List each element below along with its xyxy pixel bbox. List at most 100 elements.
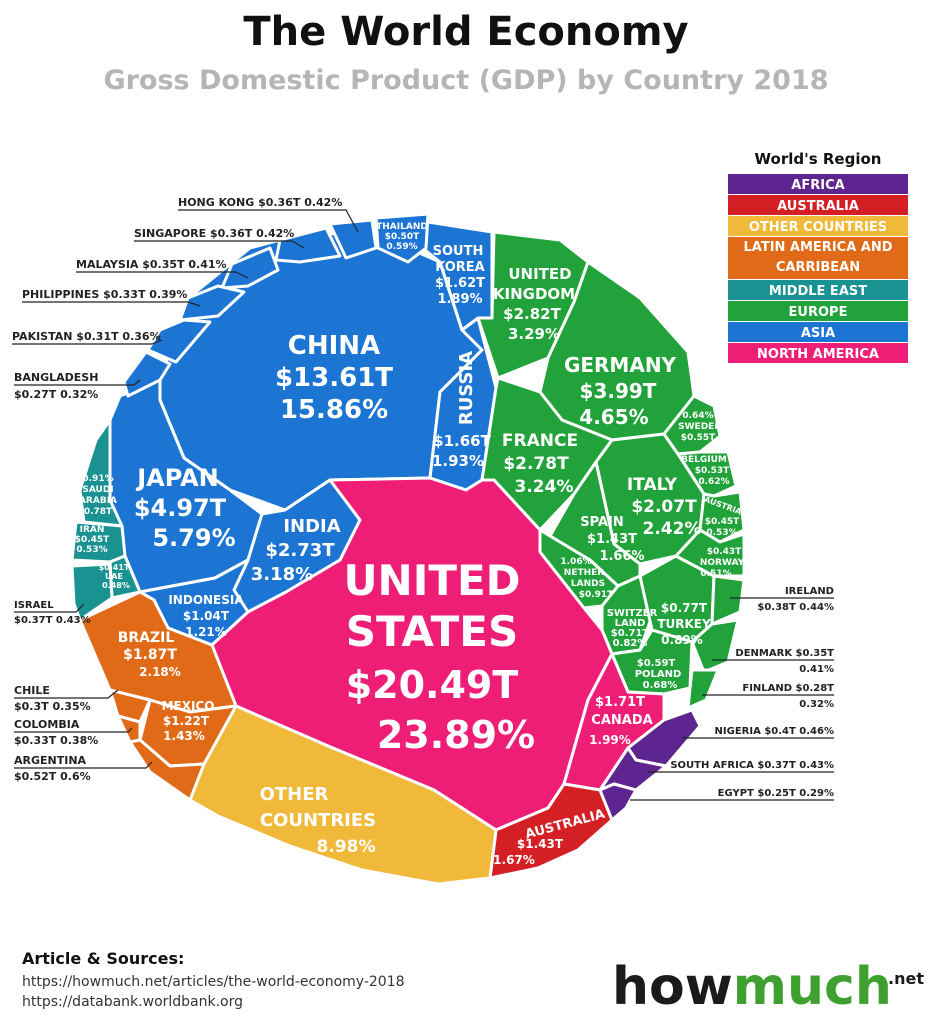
cell-egypt [598,782,638,822]
callout-pakistan: PAKISTAN $0.31T 0.36% [12,330,161,343]
label-netherlands-name2: LANDS [571,579,605,589]
label-netherlands-share: 1.06% [560,557,591,567]
callout-malaysia: MALAYSIA $0.35T 0.41% [76,258,227,271]
label-turkey-name: TURKEY [657,617,711,631]
cell-singapore [274,226,342,264]
callout-labels: HONG KONG $0.36T 0.42% SINGAPORE $0.36T … [12,196,834,799]
label-norway-name: NORWAY [700,558,745,568]
label-norway-gdp: $0.43T [707,547,742,557]
label-thailand-gdp: $0.50T [385,232,420,242]
howmuch-logo: howmuch .net [612,957,924,1017]
legend-swatch-europe [728,301,908,321]
leader-chile [14,689,119,699]
label-uae-name: UAE [105,572,123,581]
label-italy-name: ITALY [627,475,678,495]
label-uae-gdp: $0.41T [99,563,130,572]
label-skorea-name2: KOREA [435,260,485,275]
label-australia-share: 1.67% [493,853,535,867]
label-italy-share: 2.42% [643,519,702,539]
label-iran-name: IRAN [80,525,105,535]
label-iran-gdp: $0.45T [75,535,110,545]
callout-hong-kong: HONG KONG $0.36T 0.42% [178,196,342,209]
label-indonesia-share: 1.21% [185,625,227,639]
callout-nigeria: NIGERIA $0.4T 0.46% [715,726,834,737]
label-skorea-gdp: $1.62T [435,276,485,291]
cell-pakistan [146,318,212,364]
leader-hong-kong [178,209,359,233]
leader-singapore [134,240,305,249]
legend-label-latin-america-box: LATIN AMERICA AND CARRIBEAN [743,240,892,275]
label-iran-share: 0.53% [76,545,107,555]
callout-finland-name: FINLAND $0.28T [742,683,834,694]
leader-malaysia [76,271,249,279]
label-spain-gdp: $1.43T [587,532,637,547]
label-uk-name2: KINGDOM [493,285,575,303]
leader-pakistan [12,339,163,345]
leader-israel [14,603,85,613]
callout-egypt: EGYPT $0.25T 0.29% [718,788,834,799]
cell-norway [674,528,746,578]
label-china-share: 15.86% [280,395,388,425]
callout-bangladesh-value: $0.27T 0.32% [14,388,98,401]
chart-title: The World Economy [243,9,688,55]
label-saudi-name2: ARABIA [79,496,117,506]
region-africa [598,708,702,822]
label-other-share: 8.98% [317,837,376,857]
label-france-name: FRANCE [502,431,578,451]
label-japan-name: JAPAN [135,464,219,492]
callout-colombia-name: COLOMBIA [14,718,80,731]
cell-thailand [374,212,430,264]
label-russia-name: RUSSIA [456,351,477,425]
label-netherlands-gdp: $0.91T [579,590,614,600]
label-us-name1: UNITED [343,556,520,605]
label-poland-name: POLAND [635,669,682,680]
callout-south-africa: SOUTH AFRICA $0.37T 0.43% [670,760,834,771]
legend-swatch-africa [728,174,908,194]
label-us-gdp: $20.49T [346,663,519,707]
label-sweden-share: 0.64% [682,411,713,421]
legend-swatch-asia [728,322,908,342]
source-link-article[interactable]: https://howmuch.net/articles/the-world-e… [22,974,405,990]
callout-finland-value: 0.32% [799,699,834,710]
legend-swatch-latin-america [728,237,908,279]
label-japan-gdp: $4.97T [134,494,227,522]
label-spain-name: SPAIN [580,515,623,530]
label-uae-share: 0.48% [102,581,130,590]
label-us-share: 23.89% [377,713,535,757]
region-legend: World's Region AFRICA AUSTRALIA OTHER CO… [728,150,908,363]
label-india-name: INDIA [283,516,340,537]
region-latin-america [78,590,238,802]
label-mexico-name: MEXICO [162,699,215,713]
label-switzerland-name2: LAND [615,618,646,629]
cell-denmark [690,618,740,674]
legend-title: World's Region [755,150,882,168]
label-indonesia-name: INDONESIA [168,593,244,607]
callout-chile-name: CHILE [14,684,50,697]
label-mexico-share: 1.43% [163,729,205,743]
legend-label-europe: EUROPE [789,305,848,320]
legend-swatch-other [728,216,908,236]
label-germany-name: GERMANY [564,353,677,377]
callout-leaders [12,209,834,801]
source-link-worldbank[interactable]: https://databank.worldbank.org [22,994,243,1010]
label-france-share: 3.24% [515,477,574,497]
sources: Article & Sources: https://howmuch.net/a… [22,949,405,1010]
label-saudi-share: 0.91% [82,474,113,484]
label-mexico-gdp: $1.22T [163,714,210,728]
label-austria-share: 0.53% [706,528,737,538]
cell-hong-kong [328,218,378,260]
legend-label-australia: AUSTRALIA [777,199,859,214]
label-thailand-share: 0.59% [386,242,417,252]
logo-part-how: how [612,957,733,1017]
label-italy-gdp: $2.07T [631,497,697,517]
label-india-share: 3.18% [251,564,313,585]
label-germany-share: 4.65% [579,405,648,429]
label-turkey-share: 0.89% [661,633,703,647]
legend-swatch-australia [728,195,908,215]
label-brazil-share: 2.18% [139,665,181,679]
label-norway-share: 0.51% [700,569,731,579]
label-other-name2: COUNTRIES [260,810,376,831]
label-brazil-name: BRAZIL [118,630,175,646]
label-other-name1: OTHER [260,784,329,805]
